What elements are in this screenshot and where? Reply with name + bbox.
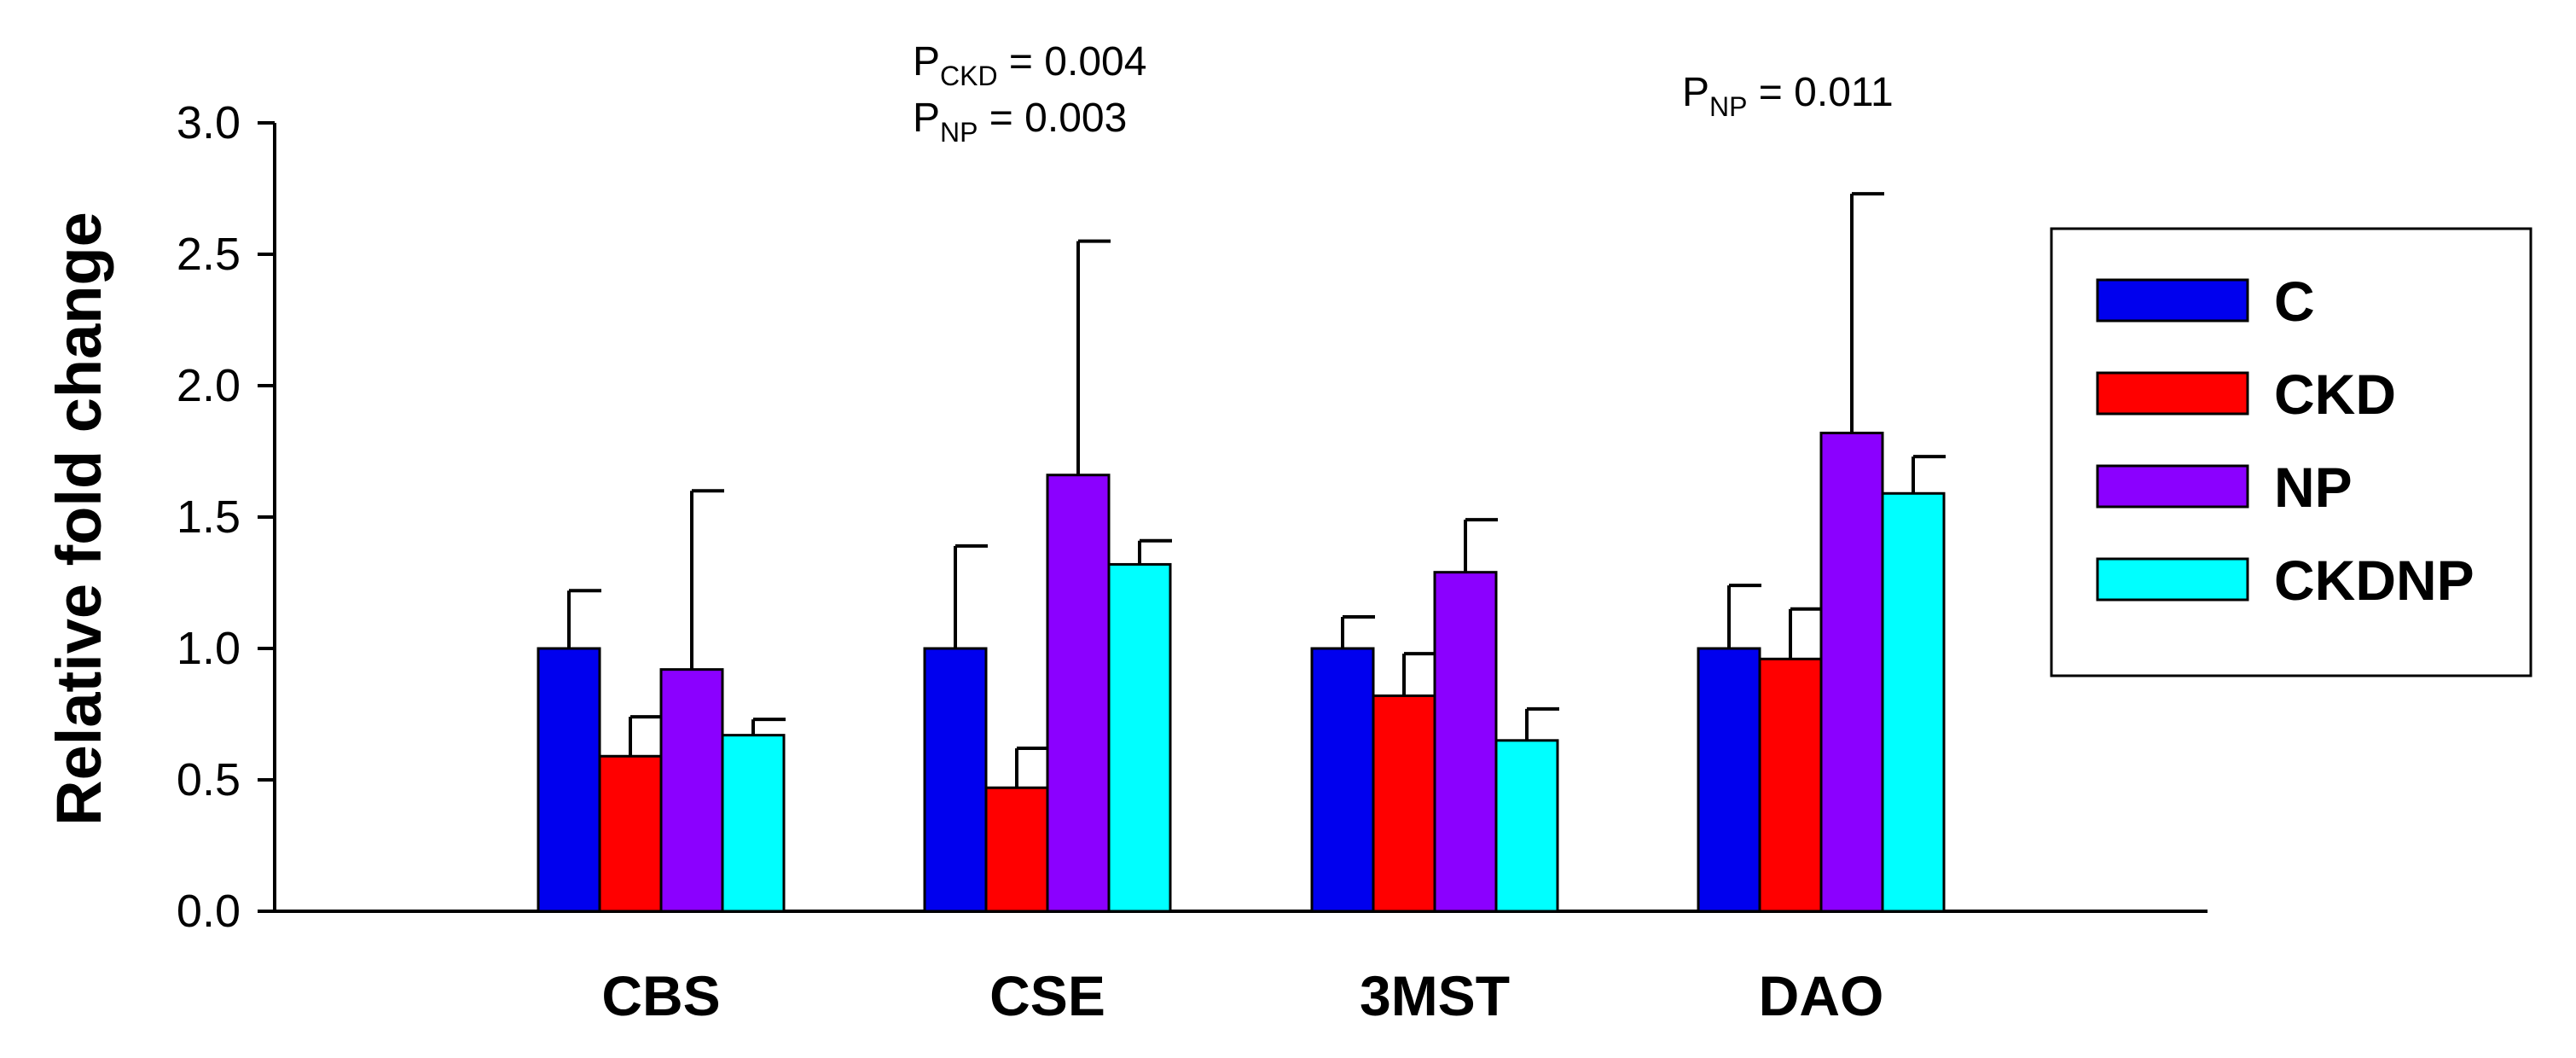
- x-category-label: 3MST: [1360, 964, 1510, 1027]
- legend-swatch-c: [2096, 278, 2249, 323]
- bar-c-3mst: [1310, 647, 1375, 913]
- bar-np-cbs: [659, 668, 724, 913]
- legend-label-np: NP: [2274, 456, 2353, 519]
- legend-swatch-ckdnp: [2096, 557, 2249, 602]
- y-tick-label: 1.5: [177, 491, 241, 543]
- x-category-label: DAO: [1759, 964, 1884, 1027]
- x-category-label: CBS: [601, 964, 720, 1027]
- y-tick-label: 3.0: [177, 97, 241, 148]
- bar-ckdnp-dao: [1881, 491, 1946, 913]
- p-value-subscript: NP: [1709, 91, 1747, 122]
- p-value-text: = 0.003: [978, 96, 1127, 141]
- legend-label-ckdnp: CKDNP: [2274, 549, 2474, 612]
- p-value-main: P: [913, 39, 940, 84]
- legend-label-c: C: [2274, 270, 2315, 333]
- p-value-text: = 0.004: [998, 39, 1147, 84]
- y-tick-label: 0.5: [177, 754, 241, 805]
- bar-c-cse: [923, 647, 988, 913]
- y-tick-label: 1.0: [177, 623, 241, 674]
- bar-ckdnp-3mst: [1494, 739, 1559, 913]
- bar-ckdnp-cse: [1107, 562, 1172, 913]
- bar-np-dao: [1819, 431, 1884, 913]
- p-value-main: P: [1682, 70, 1709, 115]
- bar-np-cse: [1046, 474, 1111, 913]
- bar-ckdnp-cbs: [721, 734, 786, 913]
- y-tick-label: 0.0: [177, 886, 241, 937]
- legend-swatch-ckd: [2096, 371, 2249, 416]
- p-value-text: = 0.011: [1747, 70, 1893, 115]
- bar-np-3mst: [1433, 571, 1498, 913]
- bar-series-group: [537, 192, 1946, 913]
- p-value-subscript: CKD: [940, 61, 998, 91]
- bar-ckd-cse: [984, 786, 1049, 913]
- bar-ckd-dao: [1758, 657, 1823, 913]
- p-value-annotation: PCKD = 0.004: [913, 39, 1146, 91]
- bar-ckd-cbs: [598, 754, 663, 913]
- legend-label-ckd: CKD: [2274, 363, 2396, 426]
- p-value-main: P: [913, 96, 940, 141]
- p-value-annotation: PNP = 0.011: [1682, 70, 1894, 122]
- y-tick-label: 2.0: [177, 360, 241, 411]
- y-tick-label: 2.5: [177, 229, 241, 280]
- y-axis-title: Relative fold change: [44, 212, 114, 826]
- bar-c-dao: [1697, 647, 1761, 913]
- p-value-annotation: PNP = 0.003: [913, 96, 1127, 148]
- category-labels: CBS CSE 3MST DAO: [601, 964, 1883, 1027]
- p-value-subscript: NP: [940, 117, 978, 148]
- x-category-label: CSE: [989, 964, 1105, 1027]
- legend-swatch-np: [2096, 464, 2249, 509]
- bar-c-cbs: [537, 647, 601, 913]
- y-axis: 0.0 0.5 1.0 1.5 2.0 2.5 3.0 Relative fold chang…: [44, 97, 276, 937]
- bar-ckd-3mst: [1372, 694, 1436, 913]
